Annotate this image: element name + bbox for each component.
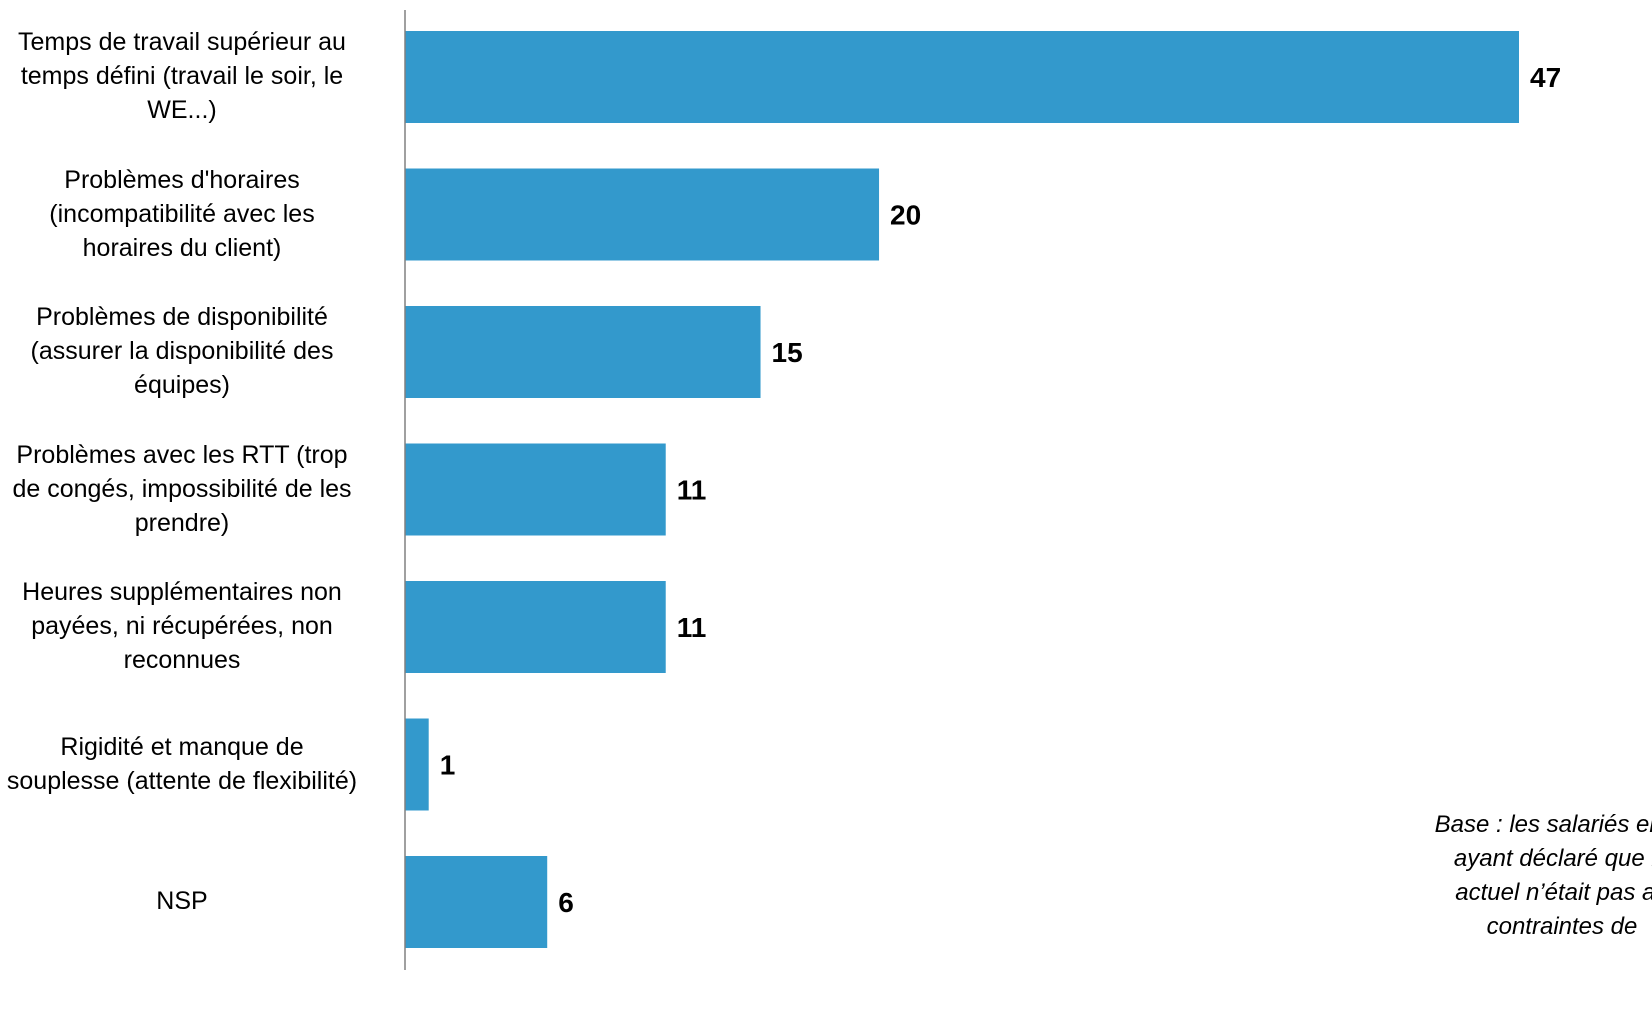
- data-label-2: 15: [772, 337, 803, 368]
- data-label-3: 11: [677, 475, 707, 506]
- category-label-4: Heures supplémentaires non payées, ni ré…: [22, 578, 342, 674]
- data-label-4: 11: [677, 612, 707, 643]
- data-label-0: 47: [1530, 62, 1561, 93]
- data-label-5: 1: [440, 750, 456, 781]
- bar-3: [405, 443, 666, 536]
- category-label-3: Problèmes avec les RTT (trop de congés, …: [12, 440, 352, 537]
- data-label-1: 20: [890, 200, 921, 231]
- category-label-2: Problèmes de disponibilité (assurer la d…: [30, 303, 334, 399]
- data-label-6: 6: [558, 887, 574, 918]
- bar-5: [405, 718, 429, 811]
- base-note: Base : les salariés en m ayant déclaré q…: [1434, 811, 1652, 940]
- category-label-0: Temps de travail supérieur au temps défi…: [18, 28, 346, 124]
- bar-2: [405, 306, 761, 398]
- category-label-6: NSP: [156, 887, 208, 915]
- bar-6: [405, 856, 548, 948]
- category-label-5: Rigidité et manque de souplesse (attente…: [6, 732, 358, 795]
- bar-1: [405, 168, 880, 261]
- category-label-1: Problèmes d'horaires (incompatibilité av…: [49, 165, 315, 262]
- bar-4: [405, 581, 666, 673]
- bar-0: [405, 31, 1519, 123]
